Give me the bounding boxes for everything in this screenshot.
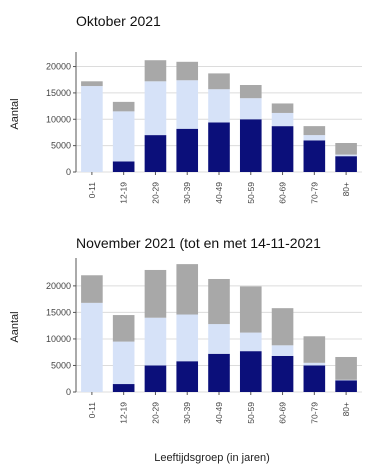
x-tick-label: 30-39 — [182, 402, 192, 424]
x-tick-label: 80+ — [341, 182, 351, 196]
x-tick-label: 80+ — [341, 402, 351, 416]
y-tick-label: 5000 — [51, 141, 71, 151]
bar-segment-bottom-70-79 — [303, 365, 326, 392]
bar-segment-top-50-59 — [239, 85, 262, 99]
chart-panel-november: November 2021 (tot en met 14-11-2021 Aant… — [9, 235, 362, 424]
bar-segment-top-70-79 — [303, 336, 326, 363]
y-tick-label: 10000 — [46, 114, 71, 124]
bar-segment-top-60-69 — [271, 103, 294, 113]
bar-segment-bottom-30-39 — [176, 128, 199, 172]
bar-segment-middle-30-39 — [176, 80, 199, 129]
x-axis-title: Leeftijdsgroep (in jaren) — [154, 452, 270, 464]
bar-segment-bottom-80+ — [335, 156, 357, 172]
x-tick-label: 20-29 — [150, 182, 160, 204]
bar-segment-middle-40-49 — [208, 89, 230, 123]
bar-segment-middle-60-69 — [271, 112, 294, 127]
bar-segment-top-20-29 — [144, 269, 167, 318]
bar-segment-bottom-30-39 — [176, 361, 199, 392]
bar-segment-bottom-40-49 — [208, 353, 230, 392]
chart-title: November 2021 (tot en met 14-11-2021 — [76, 235, 321, 251]
bar-segment-bottom-70-79 — [303, 140, 326, 172]
bar-segment-middle-60-69 — [271, 345, 294, 356]
bar-segment-bottom-20-29 — [144, 365, 167, 392]
bar-segment-bottom-60-69 — [271, 355, 294, 392]
bar-segment-top-40-49 — [208, 278, 230, 325]
bar-segment-middle-0-11 — [81, 86, 103, 172]
bar-segment-top-80+ — [335, 356, 357, 380]
x-tick-label: 40-49 — [214, 182, 224, 204]
x-tick-label: 0-11 — [87, 402, 97, 419]
bar-segment-bottom-12-19 — [112, 384, 135, 392]
bar-segment-middle-12-19 — [112, 341, 135, 385]
x-tick-label: 20-29 — [150, 402, 160, 424]
bar-segment-middle-20-29 — [144, 81, 167, 136]
bar-segment-middle-12-19 — [112, 111, 135, 162]
bar-segment-top-30-39 — [176, 61, 199, 81]
x-tick-label: 12-19 — [119, 182, 129, 204]
bar-segment-bottom-40-49 — [208, 122, 230, 172]
bar-segment-middle-80+ — [335, 154, 357, 157]
x-tick-label: 60-69 — [278, 182, 288, 204]
chart-panel-oktober: Oktober 2021 Aantal 0 5000 10000 15000 20000 0-… — [9, 13, 362, 204]
x-tick-label: 12-19 — [119, 402, 129, 424]
x-tick-label: 50-59 — [246, 182, 256, 204]
bar-segment-top-20-29 — [144, 60, 167, 82]
bar-segment-middle-70-79 — [303, 362, 326, 366]
bar-segment-top-70-79 — [303, 126, 326, 136]
bar-segment-bottom-20-29 — [144, 135, 167, 172]
bar-segment-top-12-19 — [112, 315, 135, 342]
x-tick-label: 40-49 — [214, 402, 224, 424]
bar-segment-middle-0-11 — [81, 302, 103, 392]
y-axis-title: Aantal — [9, 98, 21, 129]
chart-title: Oktober 2021 — [76, 13, 161, 29]
bar-segment-middle-80+ — [335, 379, 357, 381]
bar-segment-bottom-50-59 — [239, 351, 262, 392]
bar-segment-middle-30-39 — [176, 314, 199, 362]
bar-segment-top-0-11 — [81, 81, 103, 87]
x-tick-label: 50-59 — [246, 402, 256, 424]
y-tick-label: 20000 — [46, 62, 71, 72]
y-tick-label: 5000 — [51, 360, 71, 370]
y-tick-label: 15000 — [46, 88, 71, 98]
y-tick-label: 0 — [66, 167, 71, 177]
bar-segment-bottom-50-59 — [239, 119, 262, 172]
bar-segment-top-12-19 — [112, 101, 135, 112]
bar-segment-top-30-39 — [176, 264, 199, 315]
bar-segment-middle-50-59 — [239, 98, 262, 120]
bar-segment-bottom-60-69 — [271, 126, 294, 172]
y-tick-label: 0 — [66, 387, 71, 397]
bar-segment-middle-40-49 — [208, 324, 230, 354]
bar-segment-middle-70-79 — [303, 135, 326, 141]
bar-segment-top-80+ — [335, 143, 357, 155]
y-tick-label: 15000 — [46, 307, 71, 317]
y-axis-title: Aantal — [9, 311, 21, 342]
x-tick-label: 70-79 — [309, 402, 319, 424]
bar-segment-top-40-49 — [208, 73, 230, 90]
x-tick-label: 0-11 — [87, 182, 97, 199]
bar-segment-top-60-69 — [271, 308, 294, 346]
bar-segment-top-0-11 — [81, 275, 103, 303]
x-tick-label: 30-39 — [182, 182, 192, 204]
bar-segment-bottom-80+ — [335, 380, 357, 392]
bar-segment-middle-20-29 — [144, 317, 167, 366]
bar-segment-top-50-59 — [239, 286, 262, 333]
x-tick-label: 60-69 — [278, 402, 288, 424]
x-tick-label: 70-79 — [309, 182, 319, 204]
bar-segment-middle-50-59 — [239, 332, 262, 352]
y-tick-label: 20000 — [46, 281, 71, 291]
y-tick-label: 10000 — [46, 334, 71, 344]
bar-segment-bottom-12-19 — [112, 161, 135, 172]
